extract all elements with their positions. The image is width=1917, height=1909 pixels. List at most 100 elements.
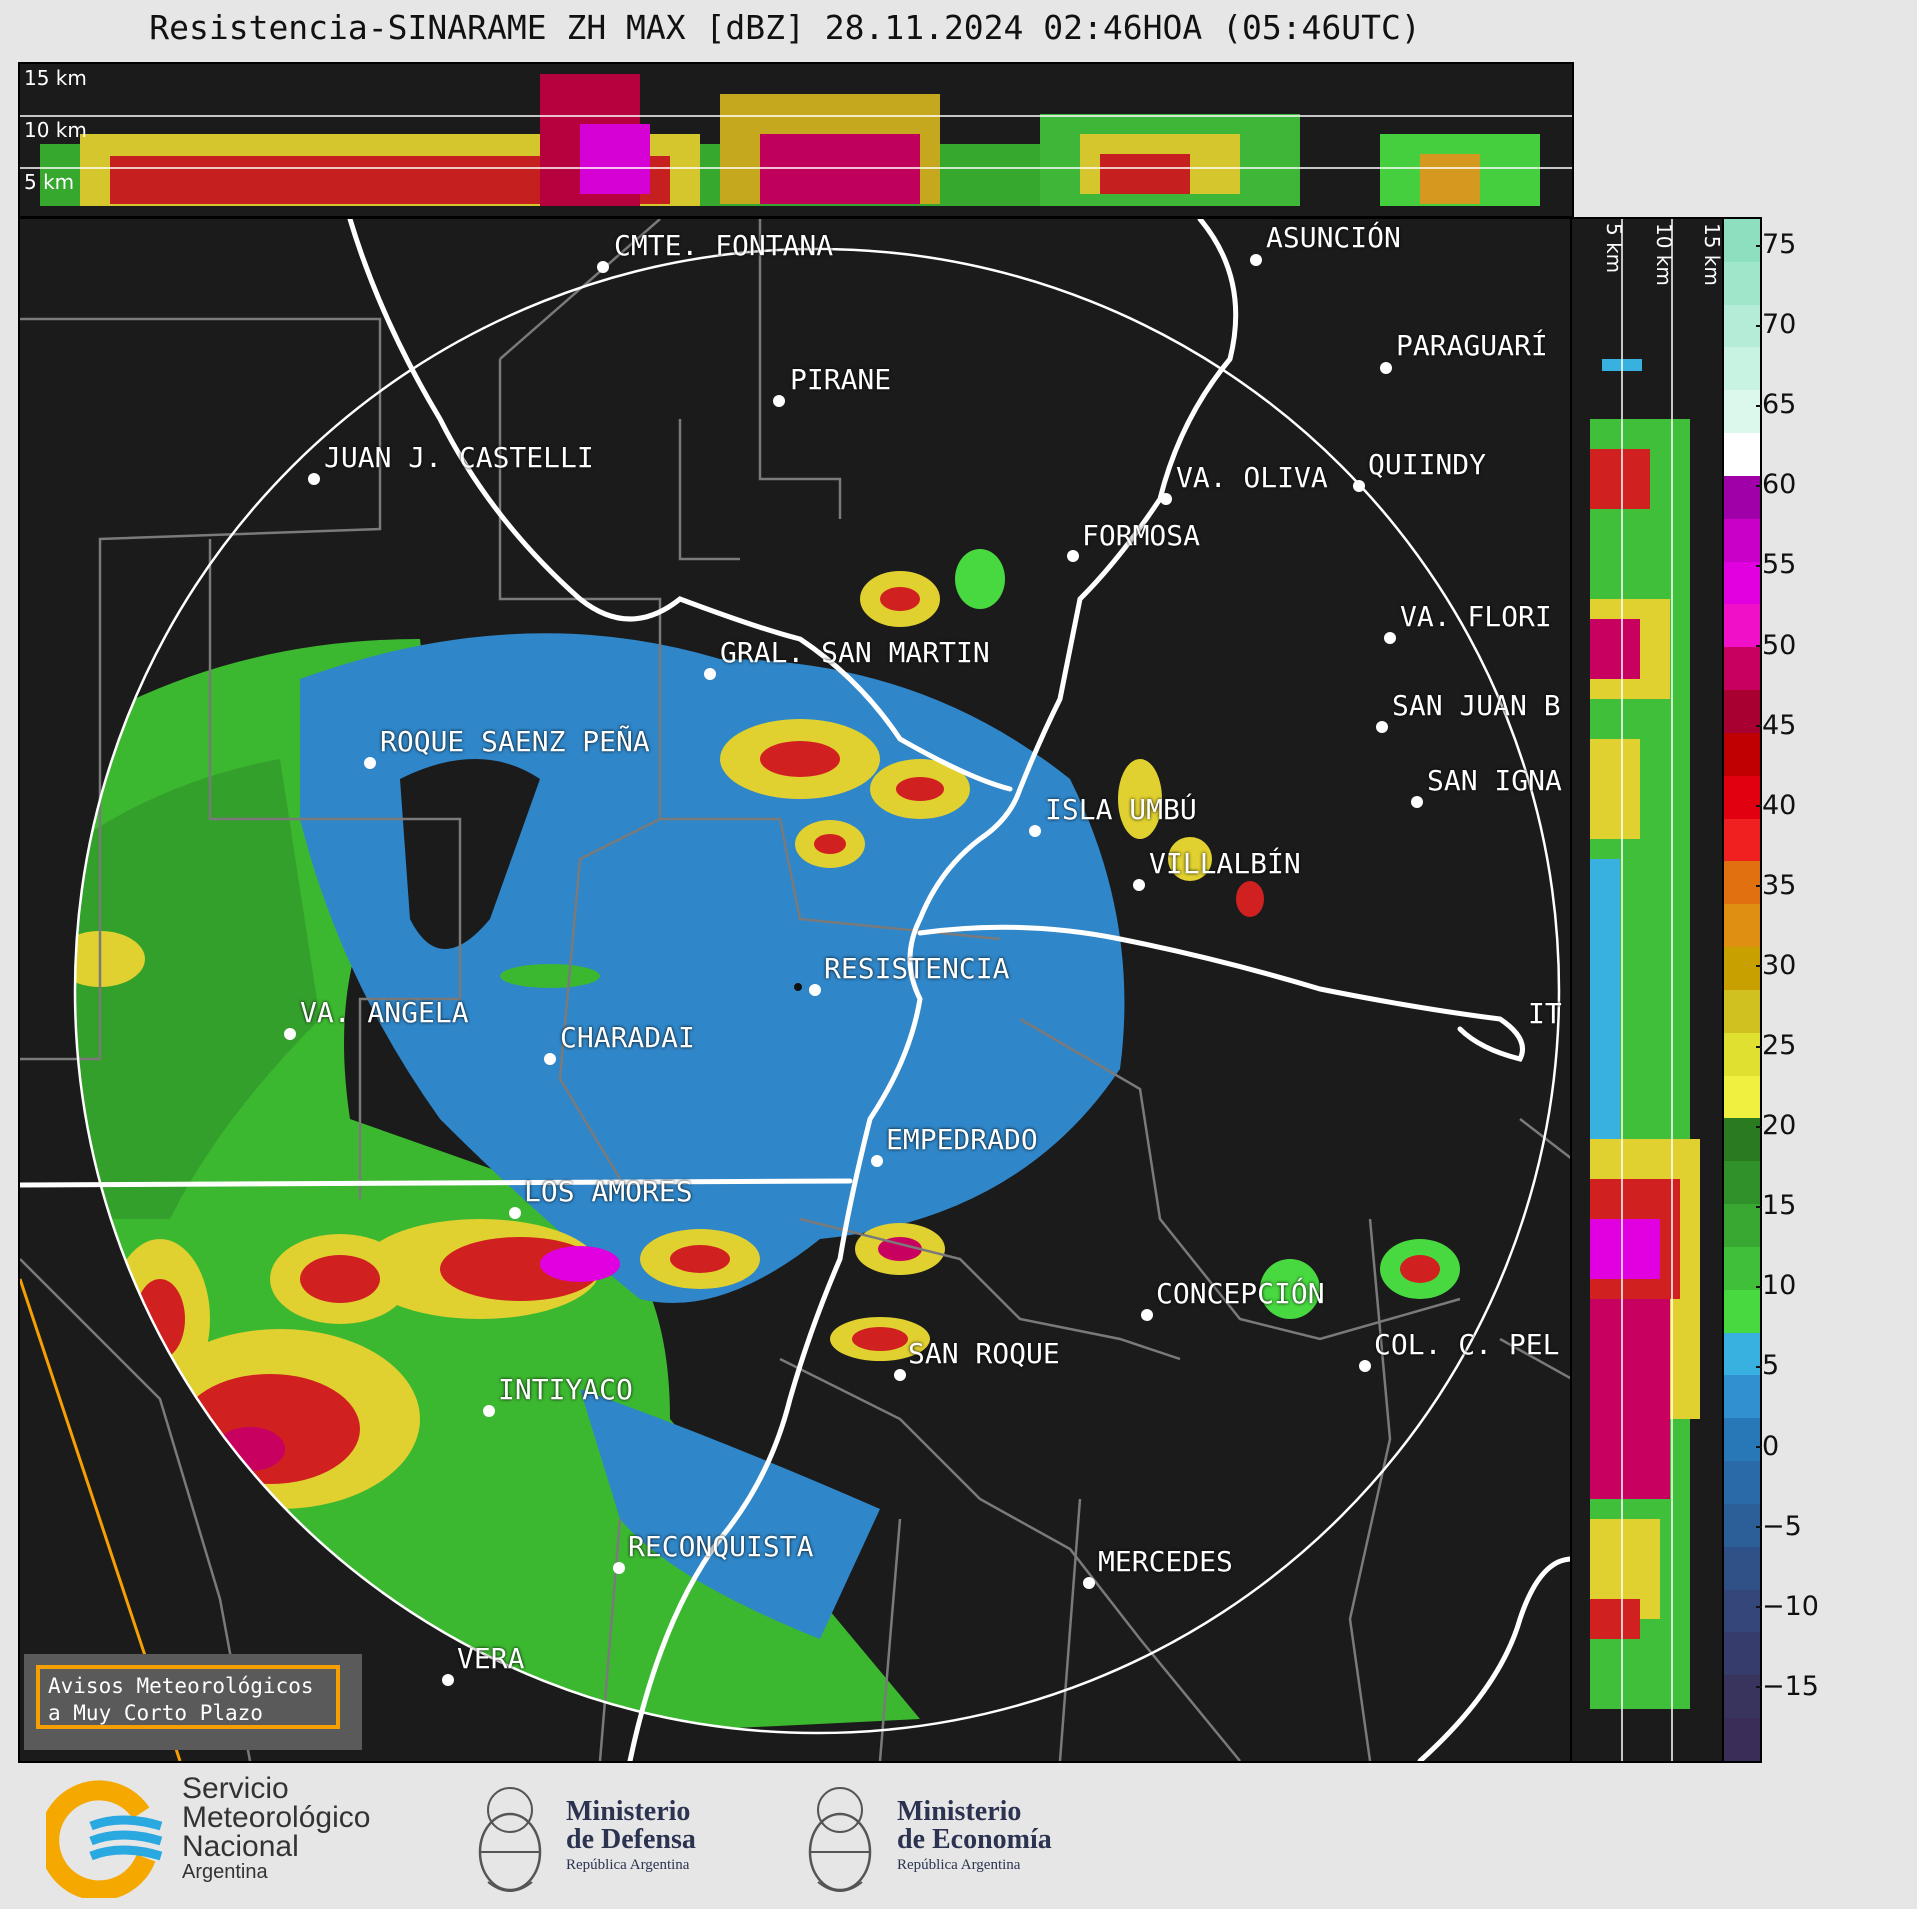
dbz-colorbar [1722, 217, 1762, 1763]
colorbar-segment [1724, 1289, 1760, 1333]
xsec-top-label-5km: 5 km [24, 170, 75, 194]
smn-logo-icon [46, 1780, 163, 1898]
colorbar-segment [1724, 732, 1760, 776]
city-dot [1359, 1360, 1371, 1372]
colorbar-segment [1724, 861, 1760, 905]
city-dot [1029, 825, 1041, 837]
city-label-va-angela: VA. ANGELA [300, 996, 469, 1029]
colorbar-segment [1724, 1032, 1760, 1076]
city-dot [1353, 480, 1365, 492]
colorbar-segment [1724, 947, 1760, 990]
city-dot [483, 1405, 495, 1417]
city-label-empedrado: EMPEDRADO [886, 1123, 1038, 1156]
avisos-link[interactable]: Avisos Meteorológicos a Muy Corto Plazo [36, 1665, 340, 1729]
colorbar-segment [1724, 1632, 1760, 1676]
colorbar-tick-label: 65 [1755, 389, 1797, 421]
colorbar-segment [1724, 1204, 1760, 1247]
colorbar-segment [1724, 1503, 1760, 1547]
colorbar-tick-label: 40 [1755, 789, 1797, 821]
colorbar-segment [1724, 1461, 1760, 1504]
colorbar-segment [1724, 1717, 1760, 1761]
colorbar-segment [1724, 1118, 1760, 1162]
colorbar-tick-label: 5 [1755, 1350, 1780, 1382]
xsec-right-label-10km: 10 km [1652, 223, 1676, 286]
colorbar-segment [1724, 604, 1760, 648]
colorbar-segment [1724, 347, 1760, 391]
colorbar-tick-label: 75 [1755, 229, 1797, 260]
city-dot [1083, 1577, 1095, 1589]
colorbar-segment [1724, 1589, 1760, 1633]
coat-of-arms-icon [478, 1787, 542, 1892]
colorbar-segment [1724, 518, 1760, 562]
colorbar-segment [1724, 1418, 1760, 1462]
city-dot [1250, 254, 1262, 266]
city-dot [773, 395, 785, 407]
colorbar-tick-label: 15 [1755, 1190, 1797, 1222]
city-label-asuncion: ASUNCIÓN [1266, 221, 1401, 254]
economia-line2: de Economía [897, 1824, 1052, 1855]
city-label-isla-umbu: ISLA UMBÚ [1045, 793, 1197, 826]
colorbar-tick-label: 55 [1755, 549, 1797, 581]
city-label-va-oliva: VA. OLIVA [1176, 461, 1328, 494]
city-dot [871, 1155, 883, 1167]
city-dot [1133, 879, 1145, 891]
colorbar-segment [1724, 775, 1760, 819]
city-label-san-ignacio: SAN IGNA [1427, 764, 1562, 797]
colorbar-segment [1724, 1161, 1760, 1205]
xsec-top-label-15km: 15 km [24, 66, 87, 90]
city-label-va-florida: VA. FLORI [1400, 600, 1552, 633]
city-dot [1380, 362, 1392, 374]
city-label-san-roque: SAN ROQUE [908, 1337, 1060, 1370]
city-dot [1160, 493, 1172, 505]
colorbar-tick-label: 30 [1755, 949, 1797, 981]
city-label-vera: VERA [457, 1642, 525, 1675]
city-dot [1067, 550, 1079, 562]
city-dot [613, 1562, 625, 1574]
colorbar-tick-label: 50 [1755, 629, 1797, 661]
colorbar-tick-label: 0 [1755, 1430, 1780, 1462]
city-label-mercedes: MERCEDES [1098, 1545, 1233, 1578]
colorbar-segment [1724, 1075, 1760, 1119]
colorbar-segment [1724, 390, 1760, 434]
colorbar-tick-label: −15 [1756, 1670, 1819, 1702]
colorbar-segment [1724, 904, 1760, 948]
city-dot [1141, 1309, 1153, 1321]
colorbar-segment [1724, 1546, 1760, 1590]
city-label-charadai: CHARADAI [560, 1021, 695, 1054]
radar-map-graphics [20, 219, 1572, 1761]
colorbar-tick-label: 20 [1755, 1110, 1797, 1142]
colorbar-segment [1724, 647, 1760, 691]
economia-line1: Ministerio [897, 1796, 1022, 1827]
city-dot [284, 1028, 296, 1040]
colorbar-segment [1724, 1246, 1760, 1290]
city-dot [509, 1207, 521, 1219]
city-label-intiyaco: INTIYACO [498, 1373, 633, 1406]
city-label-resistencia: RESISTENCIA [824, 952, 1010, 985]
colorbar-segment [1724, 304, 1760, 348]
city-dot [704, 668, 716, 680]
colorbar-segment [1724, 475, 1760, 519]
map-title: Resistencia-SINARAME ZH MAX [dBZ] 28.11.… [149, 8, 1421, 47]
colorbar-tick-label: 25 [1755, 1030, 1797, 1061]
city-label-san-juan: SAN JUAN B [1392, 689, 1561, 722]
economia-line3: República Argentina [897, 1857, 1021, 1873]
city-label-villalbin: VILLALBÍN [1149, 847, 1301, 880]
colorbar-segment [1724, 561, 1760, 605]
defensa-line2: de Defensa [566, 1824, 696, 1855]
defensa-line1: Ministerio [566, 1796, 691, 1827]
city-label-concepcion: CONCEPCIÓN [1156, 1277, 1325, 1310]
smn-name-line2: Meteorológico [182, 1801, 371, 1834]
top-cross-section: 15 km 10 km 5 km [18, 62, 1574, 218]
colorbar-tick-label: 60 [1755, 469, 1797, 501]
xsec-right-label-5km: 5 km [1602, 223, 1626, 274]
colorbar-tick-label: −5 [1756, 1510, 1802, 1542]
colorbar-segment [1724, 690, 1760, 733]
city-label-paraguari: PARAGUARÍ [1396, 329, 1548, 362]
city-dot [809, 984, 821, 996]
avisos-box[interactable]: Avisos Meteorológicos a Muy Corto Plazo [24, 1654, 362, 1750]
colorbar-segment [1724, 433, 1760, 476]
city-label-juan-castelli: JUAN J. CASTELLI [324, 441, 594, 474]
avisos-line1: Avisos Meteorológicos [48, 1674, 314, 1698]
colorbar-tick-label: −10 [1756, 1590, 1819, 1622]
city-dot [364, 757, 376, 769]
